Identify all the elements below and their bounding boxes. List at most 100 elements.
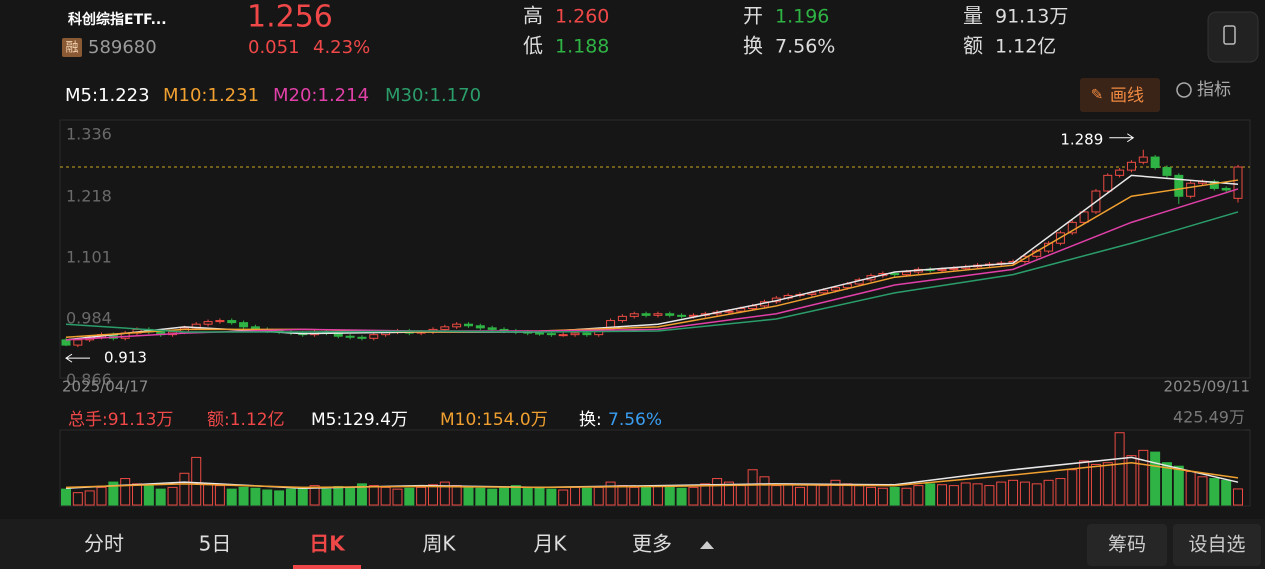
volume-bar [1197, 476, 1208, 506]
y-tick-label: 1.218 [66, 186, 112, 205]
volume-bar [1233, 488, 1243, 506]
volume-bar [61, 488, 71, 506]
volume-bar [581, 487, 592, 506]
candle-body [1150, 156, 1160, 169]
volume-bar [1126, 455, 1137, 506]
volume-frame [59, 429, 1251, 507]
draw-button-label: 画线 [1110, 86, 1144, 106]
price: 1.256 [247, 0, 333, 35]
fund-name: 科创综指ETF... [68, 11, 167, 28]
volume-bar [1150, 451, 1161, 506]
candle-body [558, 334, 568, 337]
high-arrow [1109, 133, 1135, 143]
high-marker: 1.289 [1060, 130, 1103, 148]
tab[interactable]: 5日 [199, 532, 232, 556]
candle-body [464, 323, 474, 327]
volume-bar [368, 485, 379, 506]
candle-body [345, 335, 355, 338]
volume-bar [1031, 483, 1042, 506]
x-tick-label: 2025/09/11 [1164, 378, 1250, 396]
badge: 融 [65, 41, 78, 56]
volume-bar [475, 487, 486, 506]
volume-bar [451, 485, 462, 506]
tab[interactable]: 分时 [84, 532, 124, 556]
candle-body [452, 323, 462, 328]
volume-bar [238, 486, 249, 506]
volume-m10: M10:154.0万 [440, 410, 548, 430]
volume-bar [321, 488, 332, 506]
candle-body [1174, 174, 1184, 197]
volume-bar [570, 486, 581, 506]
volume-bar [960, 482, 971, 506]
volume-bar [925, 483, 936, 506]
ma-line [65, 211, 1239, 333]
volume-bar [1008, 479, 1019, 506]
volume-ma-line [65, 461, 1239, 489]
candle-body [61, 339, 71, 346]
ma-legend: M10:1.231 [163, 85, 259, 106]
tab-selected[interactable]: 日K [309, 532, 346, 556]
candle-body [203, 321, 213, 325]
device-button[interactable] [1207, 11, 1259, 63]
tab-indicator [293, 565, 361, 569]
stat-value: 1.196 [775, 6, 829, 28]
volume-bar [676, 487, 687, 506]
candle-body [819, 289, 829, 294]
volume-bar [392, 488, 403, 506]
volume-bar [120, 478, 131, 506]
y-tick-label: 0.866 [66, 370, 112, 389]
volume-bar [866, 486, 877, 506]
volume-bar [747, 469, 758, 506]
turnover-label: 换: [579, 410, 602, 430]
volume-bar [179, 472, 190, 506]
stat-label: 开 [743, 4, 763, 28]
volume-bar [214, 485, 225, 506]
candle-body [1186, 182, 1196, 197]
candle-body [1079, 211, 1089, 223]
volume-bar [877, 487, 888, 506]
fund-code: 589680 [88, 37, 157, 58]
candle-body [440, 326, 450, 330]
tab[interactable]: 月K [533, 532, 567, 556]
more-arrow[interactable] [700, 541, 714, 549]
volume-bar [806, 484, 817, 506]
volume-bar [629, 486, 640, 506]
indicator-button[interactable]: 指标 [1197, 80, 1231, 100]
volume-total: 总手:91.13万 [68, 410, 173, 430]
candle-body [239, 322, 249, 328]
stat-label: 量 [963, 4, 983, 28]
candle-body [890, 273, 900, 276]
candle-body [937, 268, 947, 271]
tab[interactable]: 周K [422, 532, 456, 556]
volume-bar [1173, 465, 1184, 506]
volume-bar [901, 487, 912, 506]
volume-bar [996, 481, 1007, 506]
candle-body [724, 310, 734, 313]
draw-button[interactable] [1080, 78, 1160, 112]
volume-bar [285, 488, 296, 506]
turnover-value: 7.56% [608, 410, 662, 430]
volume-bar [830, 479, 841, 506]
action-label: 设自选 [1188, 534, 1245, 556]
change-pct: 4.23% [313, 37, 370, 58]
tab[interactable]: 更多 [632, 532, 672, 556]
volume-bar [1161, 462, 1172, 506]
ma-legend: M30:1.170 [385, 85, 481, 106]
change: 0.051 [248, 37, 300, 58]
volume-bar [250, 487, 261, 506]
candle-body [629, 313, 639, 317]
volume-bar [274, 490, 285, 506]
volume-bar [723, 481, 734, 506]
volume-bar [664, 486, 675, 506]
volume-bar [416, 486, 427, 506]
action-button[interactable] [1087, 524, 1167, 566]
volume-bar [1055, 478, 1066, 506]
volume-bar [771, 485, 782, 506]
candle-body [1221, 187, 1231, 191]
volume-bar [463, 486, 474, 506]
volume-bar [84, 490, 95, 506]
candle-body [653, 313, 663, 316]
action-button[interactable] [1173, 524, 1261, 566]
volume-bar [1185, 471, 1196, 506]
